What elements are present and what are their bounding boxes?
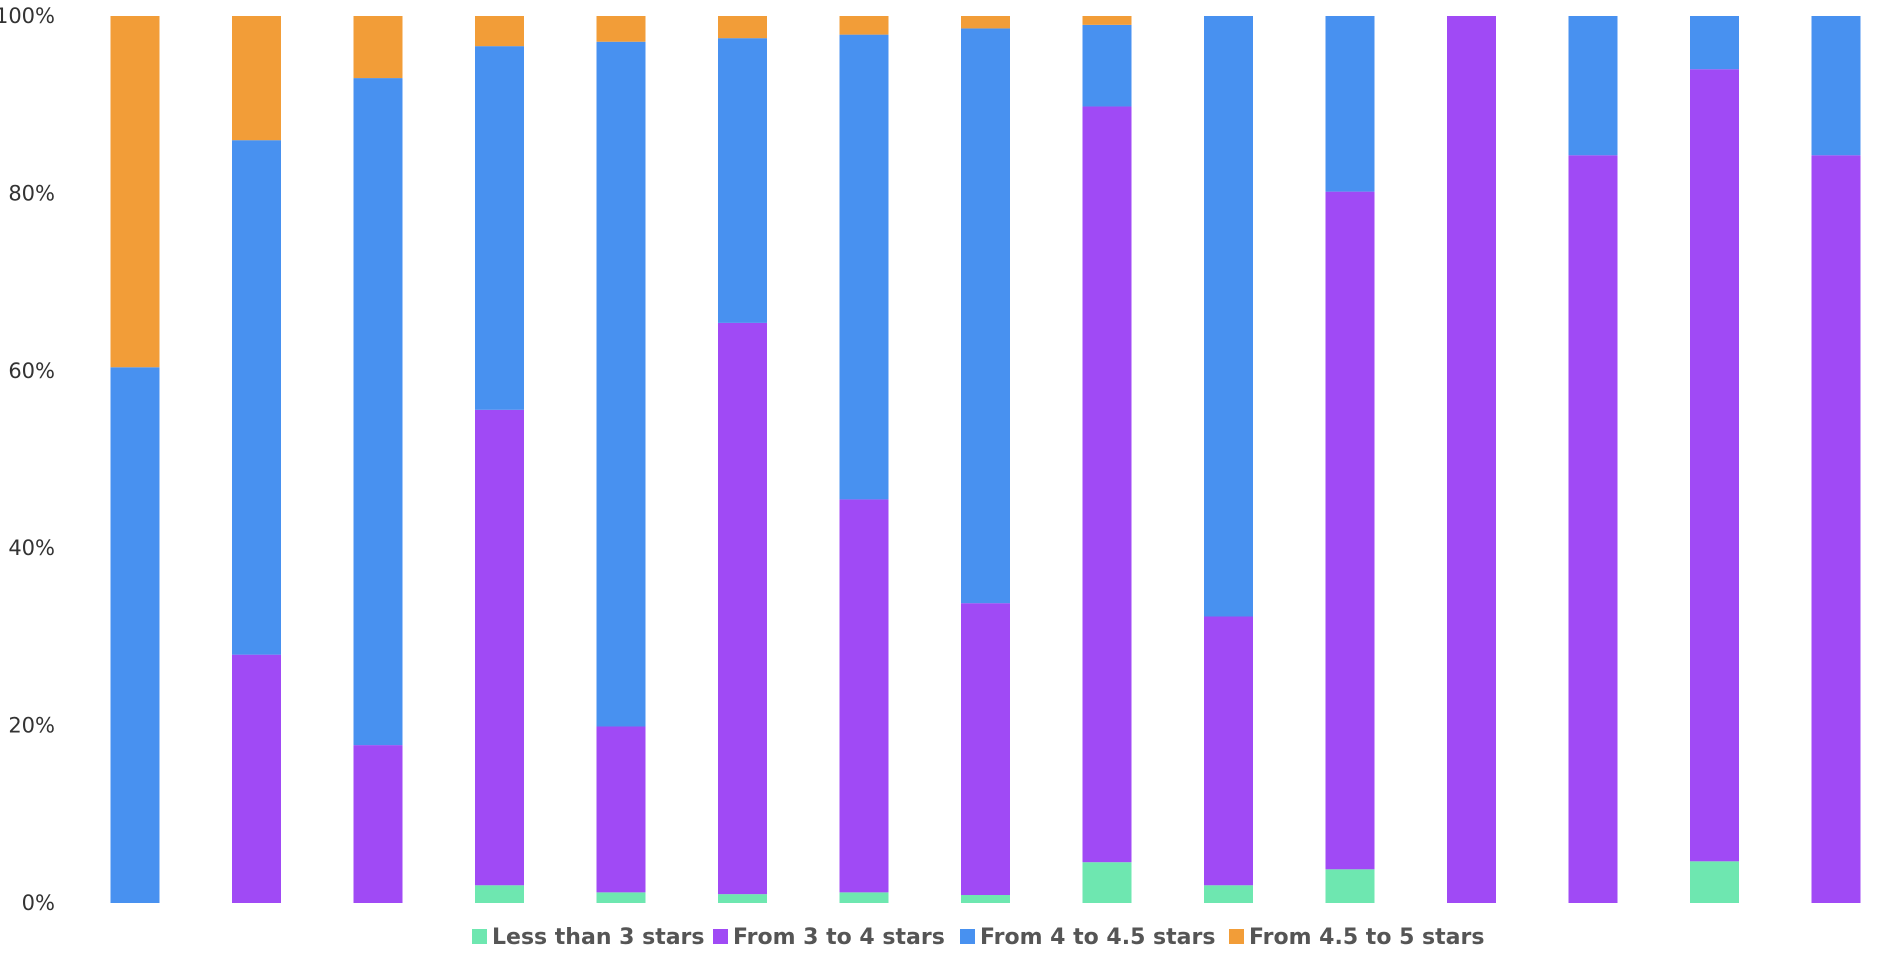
bar-segment	[718, 894, 767, 903]
bar-segment	[1690, 861, 1739, 903]
legend-swatch	[960, 929, 975, 944]
legend-swatch	[713, 929, 728, 944]
bar-segment	[1447, 16, 1496, 903]
bar-segment	[1811, 16, 1861, 156]
bar-segment	[596, 16, 646, 42]
legend-swatch	[1229, 929, 1244, 944]
y-tick-label: 60%	[8, 359, 55, 383]
bars	[110, 16, 1861, 903]
bar-segment	[1325, 16, 1375, 192]
bar-segment	[839, 34, 889, 500]
y-tick-label: 80%	[8, 181, 55, 205]
bar-segment	[1568, 16, 1618, 156]
legend: Less than 3 stars From 3 to 4 stars From 4…	[472, 925, 1484, 950]
bar-segment	[475, 409, 524, 886]
bar-segment	[110, 16, 160, 368]
bar-segment	[1082, 106, 1132, 863]
bar-segment	[839, 16, 889, 35]
bar-segment	[718, 322, 767, 895]
bar-segment	[839, 892, 889, 903]
bar-segment	[1690, 16, 1739, 70]
legend-label: Less than 3 stars	[492, 925, 705, 950]
bar-segment	[1082, 24, 1132, 107]
bar-segment	[475, 885, 524, 903]
legend-swatch	[472, 929, 487, 944]
y-tick-label: 100%	[0, 4, 55, 28]
bar-segment	[596, 892, 646, 903]
y-axis: 0% 20% 40% 60% 80% 100%	[0, 4, 55, 915]
bar-segment	[1204, 16, 1253, 617]
bar-segment	[1204, 885, 1253, 903]
bar-segment	[1082, 16, 1132, 25]
bar-segment	[353, 745, 403, 903]
y-tick-label: 0%	[22, 891, 55, 915]
bar-segment	[961, 895, 1010, 903]
bar-segment	[1204, 616, 1253, 886]
y-tick-label: 40%	[8, 536, 55, 560]
bar-segment	[718, 16, 767, 39]
bar-segment	[1690, 69, 1739, 862]
legend-label: From 3 to 4 stars	[733, 925, 945, 950]
bar-segment	[961, 16, 1010, 29]
bar-segment	[475, 16, 524, 47]
bar-segment	[718, 38, 767, 323]
legend-label: From 4 to 4.5 stars	[980, 925, 1215, 950]
bar-segment	[475, 46, 524, 410]
bar-segment	[353, 78, 403, 746]
bar-segment	[961, 603, 1010, 896]
bar-segment	[232, 16, 281, 141]
bar-segment	[353, 16, 403, 79]
bar-segment	[1325, 869, 1375, 903]
bar-segment	[1082, 862, 1132, 903]
bar-segment	[596, 726, 646, 893]
bar-segment	[839, 499, 889, 893]
bar-segment	[1325, 191, 1375, 870]
bar-segment	[596, 41, 646, 727]
legend-label: From 4.5 to 5 stars	[1249, 925, 1484, 950]
bar-segment	[961, 28, 1010, 604]
bar-segment	[232, 140, 281, 655]
bar-segment	[110, 367, 160, 903]
bar-segment	[1568, 155, 1618, 903]
bar-segment	[232, 654, 281, 903]
y-tick-label: 20%	[8, 714, 55, 738]
bar-segment	[1811, 155, 1861, 903]
